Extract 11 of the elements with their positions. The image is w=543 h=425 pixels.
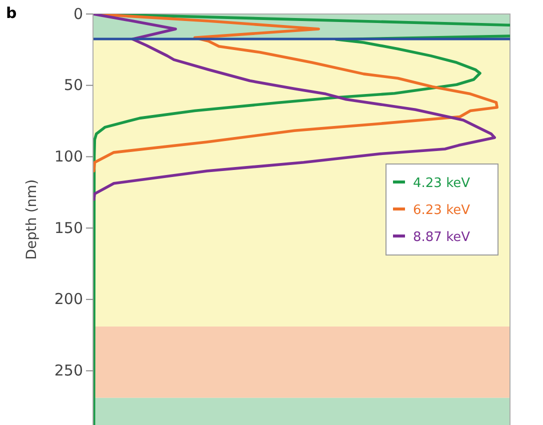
y-tick-label: 150	[54, 218, 83, 237]
y-tick-label: 200	[54, 290, 83, 308]
legend-label: 8.87 keV	[413, 230, 470, 245]
legend-label: 6.23 keV	[413, 203, 470, 218]
y-tick-label: 100	[54, 148, 83, 166]
legend-label: 4.23 keV	[413, 176, 470, 191]
y-tick-label: 50	[64, 76, 83, 94]
y-axis-title: Depth (nm)	[24, 179, 40, 260]
y-tick-label: 250	[54, 362, 83, 380]
y-tick-label: 0	[73, 4, 83, 23]
text: b	[6, 4, 17, 22]
